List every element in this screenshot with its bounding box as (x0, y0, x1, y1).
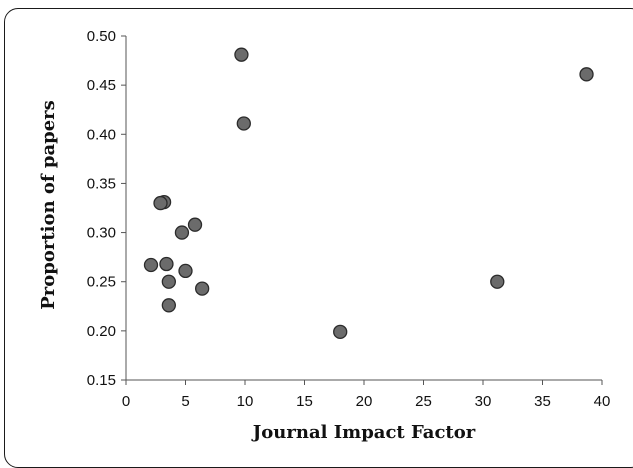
y-tick-label: 0.30 (87, 225, 116, 242)
x-tick-label: 20 (356, 393, 373, 410)
y-tick-label: 0.35 (87, 175, 116, 192)
axes (121, 35, 603, 385)
x-tick-label: 0 (122, 393, 130, 410)
x-tick-label: 15 (296, 393, 313, 410)
data-point (187, 217, 203, 232)
data-point (159, 256, 174, 272)
data-point (161, 298, 176, 313)
y-tick-label: 0.40 (87, 126, 116, 143)
x-tick-label: 10 (237, 393, 254, 410)
x-tick-label: 30 (475, 393, 492, 410)
tick-labels: 0.15 0.20 0.25 0.30 0.35 0.40 0.45 0.50 0 5 10 15 20… (87, 28, 611, 410)
y-tick-label: 0.20 (87, 323, 116, 340)
data-point (174, 225, 190, 240)
data-point (161, 274, 176, 289)
y-tick-label: 0.45 (87, 77, 116, 94)
data-point (490, 274, 505, 289)
y-tick-label: 0.25 (87, 274, 116, 291)
y-axis-label: Proportion of papers (38, 100, 59, 310)
x-tick-label: 25 (415, 393, 432, 410)
x-tick-label: 35 (534, 393, 551, 410)
data-point (236, 116, 251, 131)
data-point (234, 47, 249, 62)
data-point (579, 67, 594, 82)
data-points (143, 47, 594, 339)
scatter-chart: 0.15 0.20 0.25 0.30 0.35 0.40 0.45 0.50 0 5 10 15 20… (38, 28, 611, 442)
y-tick-label: 0.15 (87, 372, 116, 389)
chart-frame (4, 8, 633, 468)
data-point (143, 257, 159, 273)
data-point (195, 281, 210, 296)
data-point (333, 324, 348, 339)
x-axis-label: Journal Impact Factor (251, 422, 476, 442)
y-tick-label: 0.50 (87, 28, 116, 45)
data-point (178, 263, 193, 279)
data-point (153, 195, 168, 211)
x-tick-label: 5 (181, 393, 189, 410)
x-tick-label: 40 (594, 393, 611, 410)
